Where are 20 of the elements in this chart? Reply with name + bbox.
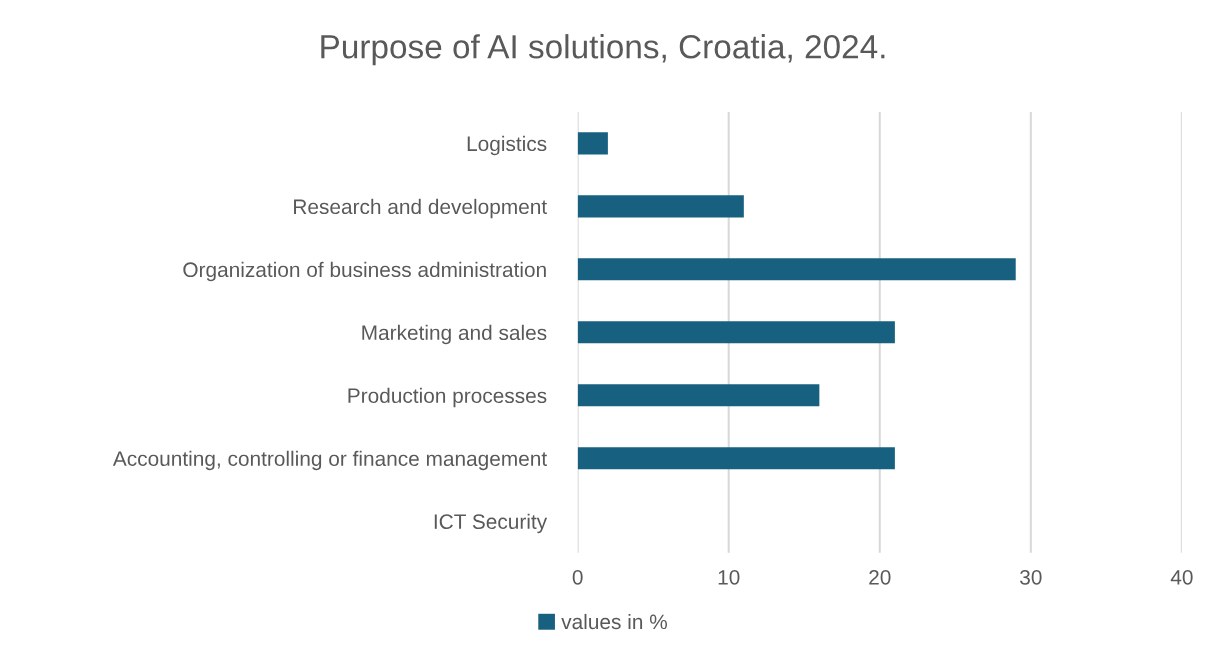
y-tick-label: ICT Security [434, 513, 548, 534]
x-tick-label: 40 [1170, 569, 1193, 585]
legend-label: values in % [561, 613, 667, 630]
x-tick-label: 10 [718, 569, 740, 585]
y-tick-label: Accounting, controlling or finance management [112, 450, 547, 471]
x-tick-label: 0 [572, 569, 583, 585]
x-tick-label: 30 [1020, 569, 1042, 585]
bar [577, 321, 895, 344]
y-tick-label: Production processes [348, 387, 547, 408]
bar [577, 447, 895, 470]
y-tick-label: Organization of business administration [183, 261, 546, 282]
bar [577, 384, 820, 407]
x-tick-label: 20 [869, 569, 891, 585]
bar [577, 195, 744, 218]
y-tick-label: Logistics [467, 135, 547, 156]
y-tick-label: Research and development [294, 198, 547, 219]
chart-title: Purpose of AI solutions, Croatia, 2024. [321, 34, 885, 66]
bar [577, 258, 1016, 281]
bar [577, 132, 608, 155]
y-tick-label: Marketing and sales [362, 324, 547, 345]
